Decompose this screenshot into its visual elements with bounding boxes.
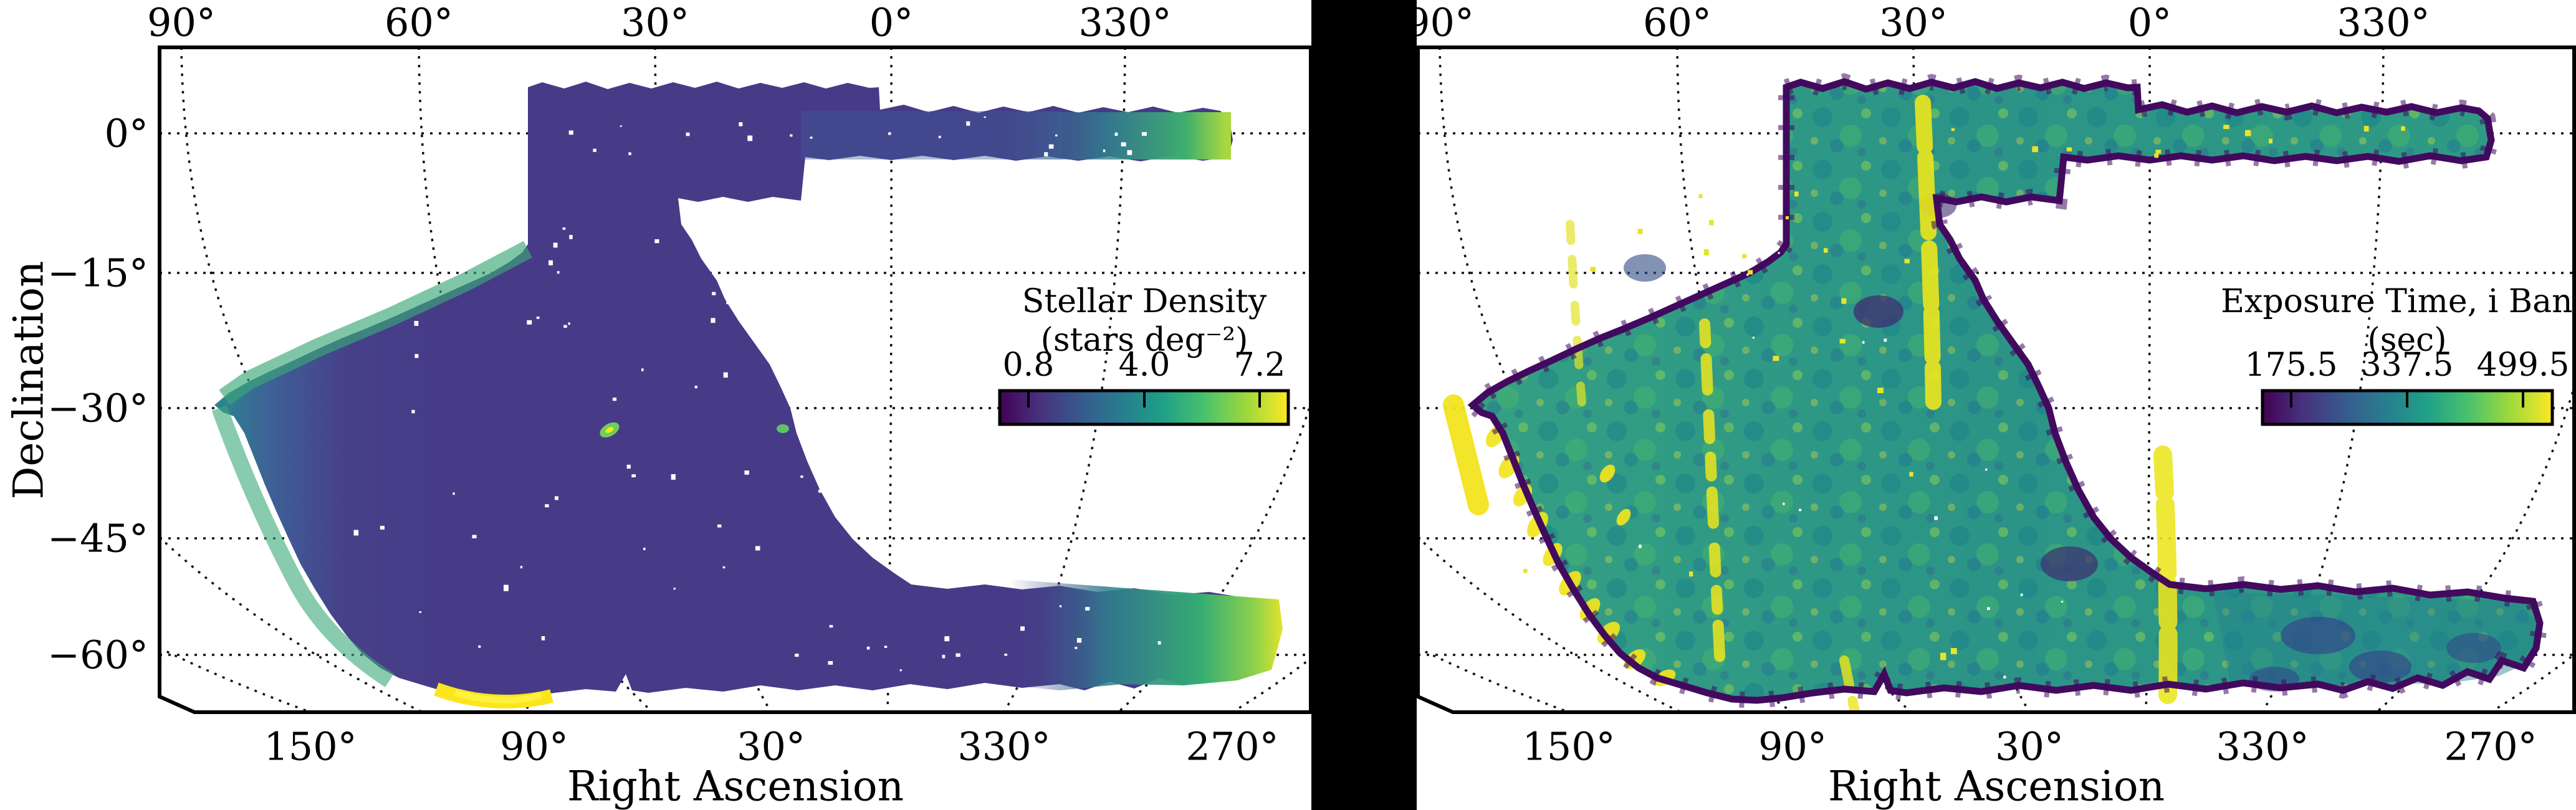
ra-top-tick: 30° (621, 0, 689, 45)
panel-exposure-time: Exposure Time, i Band (sec) 175.5 337.5 … (1405, 0, 2576, 810)
ra-top-tick: 90° (1405, 0, 1474, 45)
ra-top-tick: 30° (1879, 0, 1948, 45)
stripe82-green-end (997, 112, 1231, 160)
colorbar-tick-label: 7.2 (1234, 346, 1286, 384)
dec-tick: −30° (47, 386, 148, 431)
colorbar-tick-label: 337.5 (2361, 346, 2454, 384)
ra-top-tick: 0° (2128, 0, 2171, 45)
ra-bottom-tick: 30° (737, 724, 805, 770)
ra-top-tick: 60° (1643, 0, 1712, 45)
ra-bottom-tick: 150° (264, 724, 357, 770)
colorbar-tick-label: 499.5 (2477, 346, 2570, 384)
ra-top-tick: 330° (1078, 0, 1171, 45)
ra-top-tick: 90° (147, 0, 216, 45)
lmc-arc-core (454, 690, 542, 703)
masked-pixel-specks (1639, 252, 2064, 679)
ra-bottom-tick: 330° (957, 724, 1050, 770)
colorbar-tick-label: 0.8 (1003, 346, 1055, 384)
colorbar-title: Stellar Density (1022, 283, 1267, 320)
dec-tick: 0° (105, 111, 148, 156)
ra-bottom-tick: 30° (1995, 724, 2064, 770)
low-exposure-region (2213, 592, 2540, 688)
dec-tick: −60° (47, 632, 148, 678)
ra-bottom-tick: 150° (1522, 724, 1615, 770)
colorbar-border (2261, 389, 2554, 426)
ra-bottom-tick: 90° (1758, 724, 1827, 770)
northwest-fringe (219, 241, 532, 406)
left-frame (158, 45, 1313, 714)
y-axis-title: Declination (5, 261, 53, 500)
dwarf-galaxy-1-core (605, 427, 614, 433)
x-axis-title: Right Ascension (567, 763, 904, 810)
ra-bottom-tick: 330° (2216, 724, 2309, 770)
dec-tick: −45° (47, 516, 148, 561)
colorbar-tick-label: 175.5 (2245, 346, 2338, 384)
panel-stellar-density: Stellar Density (stars deg⁻²) 0.8 4.0 7.… (5, 0, 1313, 810)
colorbar-stellar-density: Stellar Density (stars deg⁻²) 0.8 4.0 7.… (998, 283, 1290, 426)
ra-bottom-tick: 270° (1185, 724, 1278, 770)
colorbar-border (998, 389, 1290, 426)
right-map (1443, 82, 2540, 712)
right-frame (1416, 45, 2576, 714)
left-map (211, 82, 1283, 708)
ra-bottom-tick: 90° (500, 724, 568, 770)
southwest-fringe (211, 405, 395, 687)
deep-field-patch (1854, 295, 1903, 328)
colorbar-units: (stars deg⁻²) (1041, 322, 1248, 359)
ra-top-tick: 60° (385, 0, 453, 45)
high-exposure-streak (1915, 95, 1942, 410)
dec-tick: −15° (47, 250, 148, 296)
sw-edge-bright (1443, 394, 1489, 515)
colorbar-tick-label: 4.0 (1119, 346, 1171, 384)
southeast-green-band (1010, 579, 1283, 690)
yellow-specks (1523, 125, 2405, 660)
colorbar-exposure-time: Exposure Time, i Band (sec) 175.5 337.5 … (2221, 283, 2576, 426)
x-axis-title: Right Ascension (1828, 763, 2165, 810)
colorbar-units: (sec) (2367, 322, 2446, 359)
ra-top-tick: 330° (2337, 0, 2430, 45)
masked-pixel-specks (353, 116, 1161, 672)
colorbar-title: Exposure Time, i Band (2221, 283, 2576, 320)
panel-divider (1311, 0, 1417, 810)
ra-top-tick: 0° (869, 0, 913, 45)
dwarf-galaxy-2 (777, 424, 789, 433)
ra-bottom-tick: 270° (2444, 724, 2537, 770)
